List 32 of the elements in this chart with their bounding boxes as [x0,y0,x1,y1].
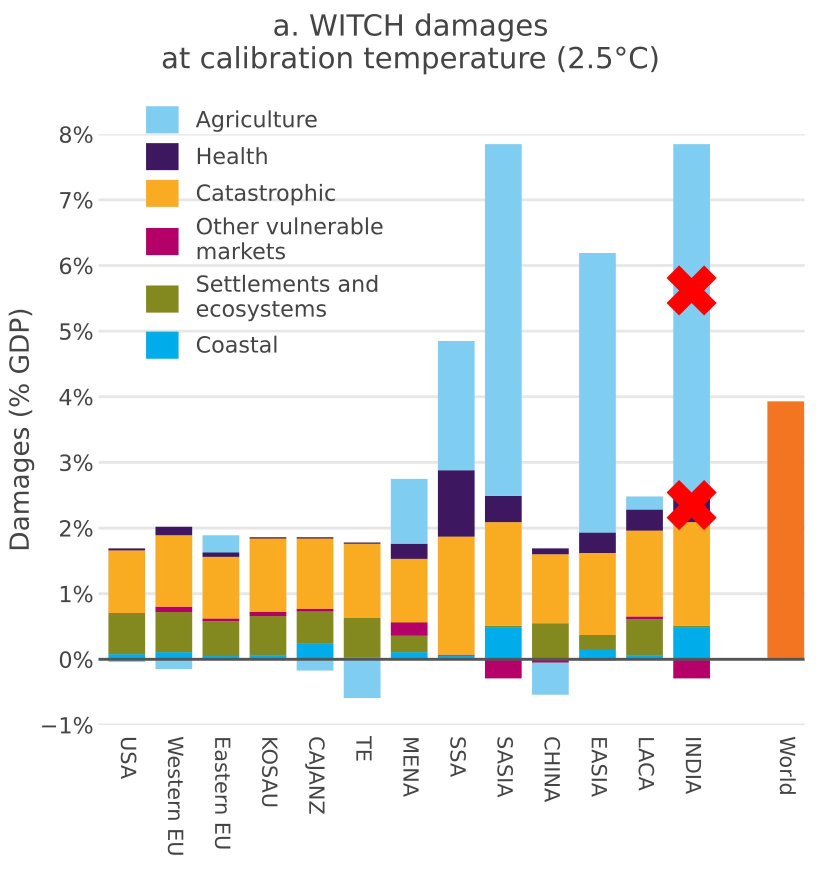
legend-label: Settlements and ecosystems [196,274,378,322]
y-tick-label: 8% [60,126,92,144]
legend-label: Health [198,147,267,164]
chart-title: a. WITCH damages at calibration temperature (2.5°C) [162,13,658,74]
y-tick-label: −1% [42,716,92,734]
x-tick-label: CAJANZ [305,737,325,814]
y-tick-label: 6% [60,257,92,274]
x-tick-label: World [780,736,796,794]
x-tick-label: SASIA [497,737,514,798]
legend-label: Catastrophic [196,184,335,206]
y-axis-title: Damages (% GDP) [8,310,34,550]
legend-label: Other vulnerable markets [196,217,382,260]
legend-label: Agriculture [196,110,317,132]
x-tick-label: INDIA [686,738,702,794]
y-tick-label: 7% [60,192,92,209]
x-tick-label: CHINA [544,737,560,802]
y-tick-label: 4% [59,388,92,406]
y-tick-label: 5% [60,323,92,340]
legend-label: Coastal [196,336,276,353]
x-tick-label: TE [356,736,372,761]
x-tick-label: MENA [403,738,419,797]
y-tick-label: 0% [60,651,92,668]
x-tick-label: KOSAU [262,738,278,806]
x-tick-label: Western EU [168,736,184,855]
y-tick-label: 1% [60,586,92,602]
x-tick-label: LACA [638,738,654,791]
x-tick-label: EASIA [591,738,608,797]
y-tick-label: 2% [60,520,92,537]
x-tick-label: SSA [450,737,466,777]
x-tick-label: USA [120,738,136,780]
y-tick-label: 3% [60,454,92,472]
x-tick-label: Eastern EU [214,738,230,848]
